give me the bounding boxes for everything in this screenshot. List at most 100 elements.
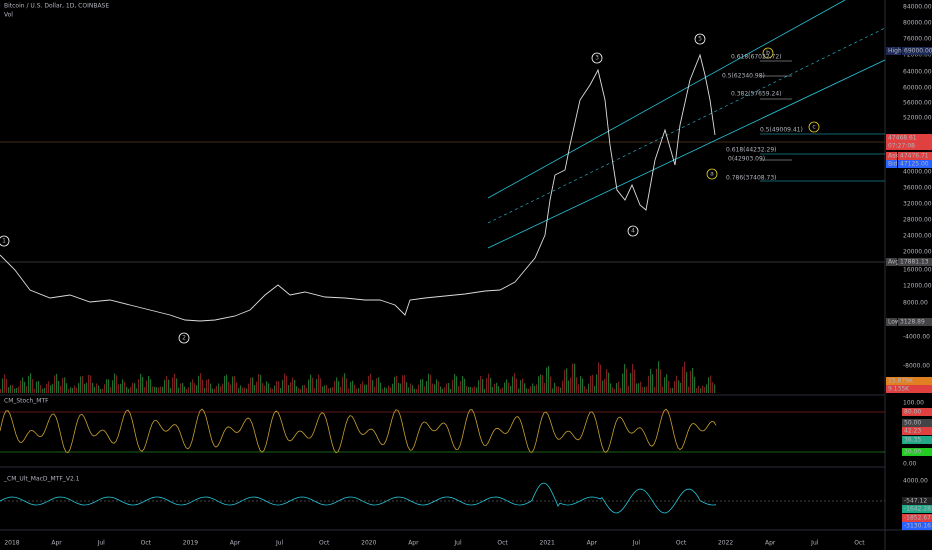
volume-bar (312, 377, 314, 393)
volume-bar (598, 362, 600, 393)
chart-title: Bitcoin / U.S. Dollar, 1D, COINBASE (4, 3, 109, 10)
volume-bar (606, 369, 608, 393)
volume-bar (144, 386, 146, 393)
volume-bar (18, 386, 20, 393)
volume-bar (132, 383, 134, 393)
volume-bar (98, 385, 100, 393)
volume-bar (520, 380, 522, 393)
volume-bar (308, 379, 310, 393)
volume-bar (654, 386, 656, 393)
price-tick: 36000.00 (903, 185, 932, 192)
time-tick: 2020 (361, 540, 376, 547)
price-badge (902, 505, 932, 513)
volume-bar (112, 380, 114, 393)
volume-bar (270, 387, 272, 393)
volume-bar (102, 388, 104, 393)
volume-bar (16, 387, 18, 393)
price-badge-text: 15.879K (888, 378, 914, 385)
volume-bar (418, 384, 420, 393)
volume-bar (56, 373, 58, 393)
wave-marker (627, 225, 639, 237)
volume-bar (674, 380, 676, 393)
wave-marker (694, 33, 706, 45)
volume-bar (456, 376, 458, 393)
volume-bar (310, 374, 312, 393)
volume-bar (2, 378, 4, 393)
volume-bar (44, 387, 46, 393)
volume-bar (170, 387, 172, 393)
volume-bar (52, 383, 54, 393)
volume-bar (174, 373, 176, 393)
volume-bar (646, 386, 648, 393)
volume-bar (238, 388, 240, 393)
volume-bar (340, 386, 342, 393)
volume-bar (30, 373, 32, 393)
volume-bar (160, 386, 162, 393)
volume-bar (468, 386, 470, 393)
volume-bar (14, 388, 16, 393)
volume-bar (402, 375, 404, 393)
volume-bar (338, 381, 340, 393)
volume-bar (408, 387, 410, 393)
volume-bar (8, 387, 10, 393)
macd-title: _CM_Ult_MacD_MTF_V2.1 (3, 476, 80, 483)
volume-bar (530, 386, 532, 393)
price-badge (886, 318, 897, 326)
volume-bar (524, 383, 526, 393)
price-tick: 84000.00 (903, 4, 932, 11)
volume-tick: -8000.00 (903, 363, 930, 370)
volume-bar (496, 382, 498, 393)
time-tick: Oct (319, 540, 330, 547)
volume-bar (276, 381, 278, 393)
volume-bar (494, 383, 496, 393)
volume-bar (386, 388, 388, 393)
volume-bar (58, 380, 60, 393)
fib-label: 0.618(44232.29) (726, 147, 777, 154)
volume-bar (522, 378, 524, 393)
volume-bar (86, 382, 88, 393)
volume-bar (588, 383, 590, 393)
volume-bar (28, 376, 30, 393)
volume-bar (572, 363, 574, 393)
wave-label: 5 (698, 36, 702, 43)
volume-bar (682, 366, 684, 393)
price-badge-text: 36.35 (904, 437, 921, 444)
fib-label: 0.382(57659.24) (731, 91, 782, 98)
volume-bar (412, 385, 414, 393)
volume-bar (240, 385, 242, 393)
volume-bar (284, 373, 286, 393)
volume-bar (562, 380, 564, 393)
time-tick: 2021 (540, 540, 555, 547)
volume-bar (166, 375, 168, 393)
time-tick: 2019 (183, 540, 198, 547)
volume-bar (552, 388, 554, 393)
volume-bar (518, 388, 520, 393)
time-tick: Apr (587, 540, 598, 547)
volume-bar (506, 379, 508, 393)
volume-bar (534, 385, 536, 393)
wave-label: a (710, 171, 714, 178)
time-tick: Oct (676, 540, 687, 547)
volume-bar (364, 384, 366, 393)
volume-bar (114, 373, 116, 393)
volume-bar (300, 388, 302, 393)
price-badge-text: 80.00 (904, 409, 921, 416)
price-badge-text: Ask (888, 153, 899, 160)
price-tick: 32000.00 (903, 201, 932, 208)
volume-bar (70, 387, 72, 393)
volume-bar (72, 387, 74, 393)
volume-bar (688, 386, 690, 393)
wave-marker (706, 168, 718, 180)
volume-bar (322, 386, 324, 393)
volume-bar (10, 385, 12, 393)
volume-bar (280, 388, 282, 393)
volume-bar (692, 367, 694, 393)
volume-bar (484, 388, 486, 393)
price-badge (902, 514, 932, 522)
volume-bar (438, 381, 440, 393)
volume-bar (432, 383, 434, 393)
volume-bar (76, 387, 78, 393)
volume-bar (216, 385, 218, 393)
time-tick: Apr (765, 540, 776, 547)
